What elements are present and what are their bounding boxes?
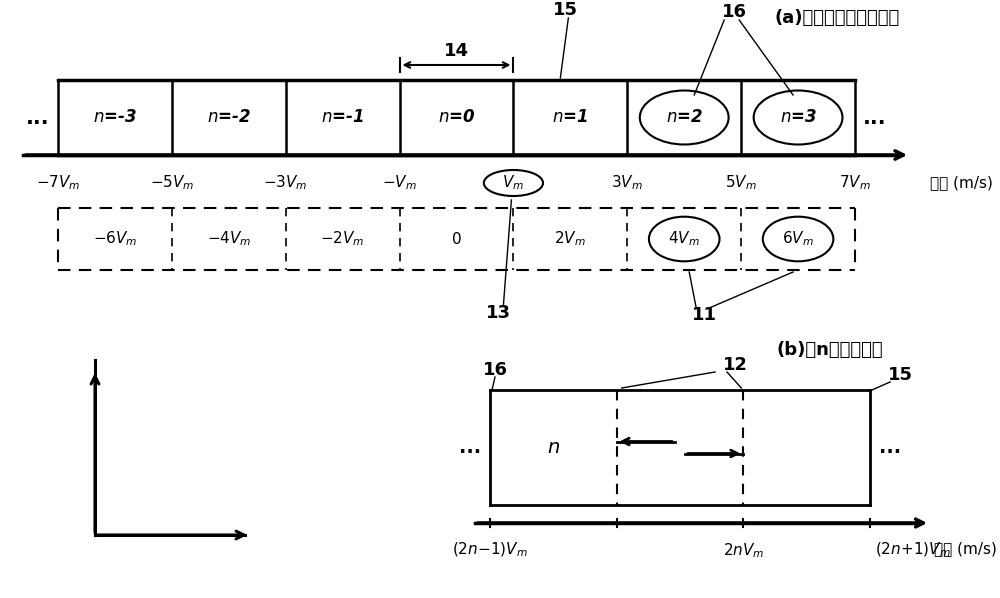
Text: $n$=-3: $n$=-3 (93, 108, 137, 127)
Text: $V_m$: $V_m$ (502, 173, 524, 193)
Text: ...: ... (459, 438, 481, 457)
Text: $(2n{+}1)V_m$: $(2n{+}1)V_m$ (875, 541, 951, 559)
Text: $3V_m$: $3V_m$ (611, 173, 643, 193)
Text: $n$=2: $n$=2 (666, 108, 703, 127)
Text: $4V_m$: $4V_m$ (668, 230, 700, 248)
Text: $5V_m$: $5V_m$ (725, 173, 757, 193)
Text: $n$=0: $n$=0 (438, 108, 475, 127)
Text: (a)速度空间的区间划分: (a)速度空间的区间划分 (775, 9, 900, 27)
Text: $n$=-1: $n$=-1 (321, 108, 364, 127)
Text: 11: 11 (692, 306, 717, 324)
Text: (b)第n个速度区间: (b)第n个速度区间 (777, 341, 883, 359)
Text: $-V_m$: $-V_m$ (382, 173, 417, 193)
Text: $-3V_m$: $-3V_m$ (263, 173, 308, 193)
Text: $n$=1: $n$=1 (552, 108, 588, 127)
Text: $n$=-2: $n$=-2 (207, 108, 251, 127)
Text: 14: 14 (444, 42, 469, 60)
Text: $n$=3: $n$=3 (780, 108, 817, 127)
Text: 12: 12 (722, 356, 748, 374)
Text: $0$: $0$ (451, 231, 462, 247)
Text: $6V_m$: $6V_m$ (782, 230, 814, 248)
Text: 速度 (m/s): 速度 (m/s) (930, 175, 993, 191)
Text: 16: 16 (722, 3, 747, 21)
Text: ...: ... (26, 108, 50, 127)
Text: 15: 15 (553, 1, 578, 19)
Text: $-5V_m$: $-5V_m$ (150, 173, 194, 193)
Text: $n$: $n$ (547, 438, 560, 457)
Text: $-4V_m$: $-4V_m$ (207, 230, 251, 248)
Text: 速度 (m/s): 速度 (m/s) (934, 541, 996, 556)
Text: 13: 13 (486, 304, 511, 322)
Text: $-7V_m$: $-7V_m$ (36, 173, 80, 193)
Text: $-6V_m$: $-6V_m$ (93, 230, 137, 248)
Text: 16: 16 (482, 361, 508, 379)
Text: $-2V_m$: $-2V_m$ (320, 230, 365, 248)
Text: ...: ... (879, 438, 901, 457)
Text: $2nV_m$: $2nV_m$ (723, 541, 764, 560)
Text: $2V_m$: $2V_m$ (554, 230, 586, 248)
Text: $(2n{-}1)V_m$: $(2n{-}1)V_m$ (452, 541, 528, 559)
Text: 15: 15 (888, 366, 912, 384)
Text: $7V_m$: $7V_m$ (839, 173, 871, 193)
Text: ...: ... (863, 108, 887, 127)
